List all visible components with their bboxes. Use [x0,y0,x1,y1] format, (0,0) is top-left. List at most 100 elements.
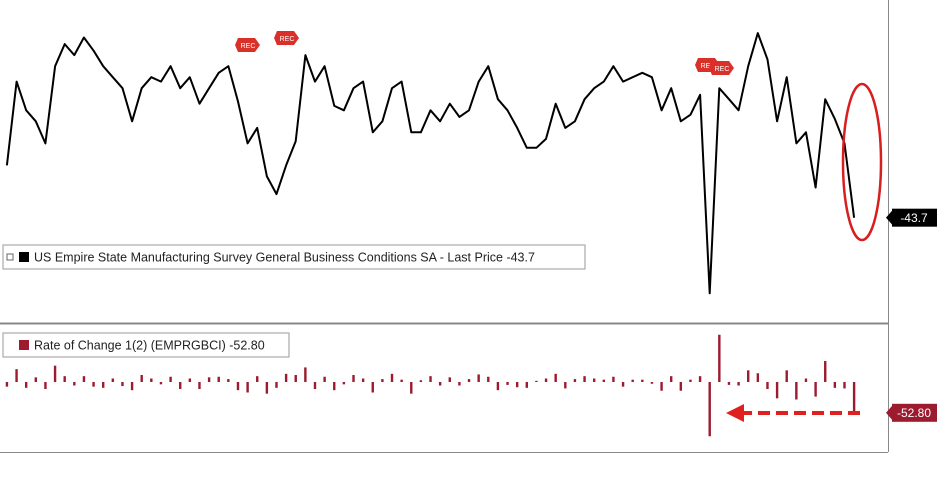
bar [313,382,317,389]
bar [544,378,548,382]
bar [843,382,846,389]
marks-layer [5,32,856,437]
bar [814,382,817,397]
highlight-ellipse [841,82,883,242]
bar [737,382,740,386]
legend-toggle [6,253,14,261]
bar [361,378,365,382]
bar [342,382,346,385]
bar [438,382,442,386]
bar [824,361,827,382]
rec-label: REC [241,43,256,50]
bar [390,373,394,382]
bar [660,382,663,391]
legend-text: US Empire State Manufacturing Survey Gen… [34,250,535,264]
bar [525,382,528,388]
legend-box [2,332,290,358]
last-value-label: -43.7 [900,211,928,225]
bar [371,382,374,393]
bar [564,382,567,389]
bar [15,369,18,382]
bar [727,382,731,385]
bar [304,367,307,382]
last-value-box [892,208,937,227]
bar [179,382,182,389]
bar [207,377,211,382]
bar [506,382,509,385]
bar [804,378,808,382]
bar [458,382,461,386]
bar [82,376,86,382]
bar [448,377,451,382]
bar [169,376,172,382]
bar [5,382,9,387]
bar [429,376,432,382]
last-value-label: -52.80 [897,406,931,420]
bar [323,376,326,382]
bar [689,379,692,382]
bar [554,373,557,382]
bar [795,382,798,400]
bar [766,382,769,389]
bar [477,374,480,382]
bar [573,379,577,382]
bar [535,380,538,382]
bar [44,382,47,389]
bar [496,382,500,391]
bar [24,382,28,388]
bar [198,382,201,389]
bar [419,380,423,382]
bar [121,382,124,387]
last-value-pointer [886,404,893,421]
bar [256,376,259,382]
legend-swatch [19,340,29,350]
legend-box [2,244,586,270]
bar [487,376,490,382]
bar [140,375,143,382]
bar [217,376,220,382]
bar [621,382,625,387]
bar [669,376,673,382]
bar [583,376,586,382]
last-value-box [892,403,937,422]
bar [718,334,721,382]
bar [641,379,644,382]
rec-badge [709,61,734,75]
bar [698,376,702,382]
rec-badge [235,38,260,52]
rec-label: REC [280,36,295,43]
bar [708,382,711,437]
bar [679,382,683,391]
rec-label: REC [701,63,716,70]
bar [130,382,134,391]
bar [53,365,57,382]
bar [63,376,66,382]
bar [246,382,249,393]
legend-text: Rate of Change 1(2) (EMPRGBCI) -52.80 [34,338,265,352]
rec-badge [274,31,299,45]
bar [275,382,278,388]
arrow-head [726,404,744,422]
bar [227,379,230,382]
bar [381,379,384,382]
bar [785,370,788,382]
bar [852,382,856,413]
bar [352,375,355,382]
bar [73,382,76,386]
legend-swatch [19,252,29,262]
last-value-pointer [886,209,893,226]
data-line [5,32,856,295]
bar [284,373,288,382]
rec-label: REC [715,66,730,73]
bar [294,375,297,382]
bar [34,377,38,382]
bar [747,370,750,382]
bar [333,382,336,391]
bar [150,378,153,382]
bar [188,378,192,382]
bar [612,376,615,382]
bar [602,379,606,382]
bar [265,382,269,394]
